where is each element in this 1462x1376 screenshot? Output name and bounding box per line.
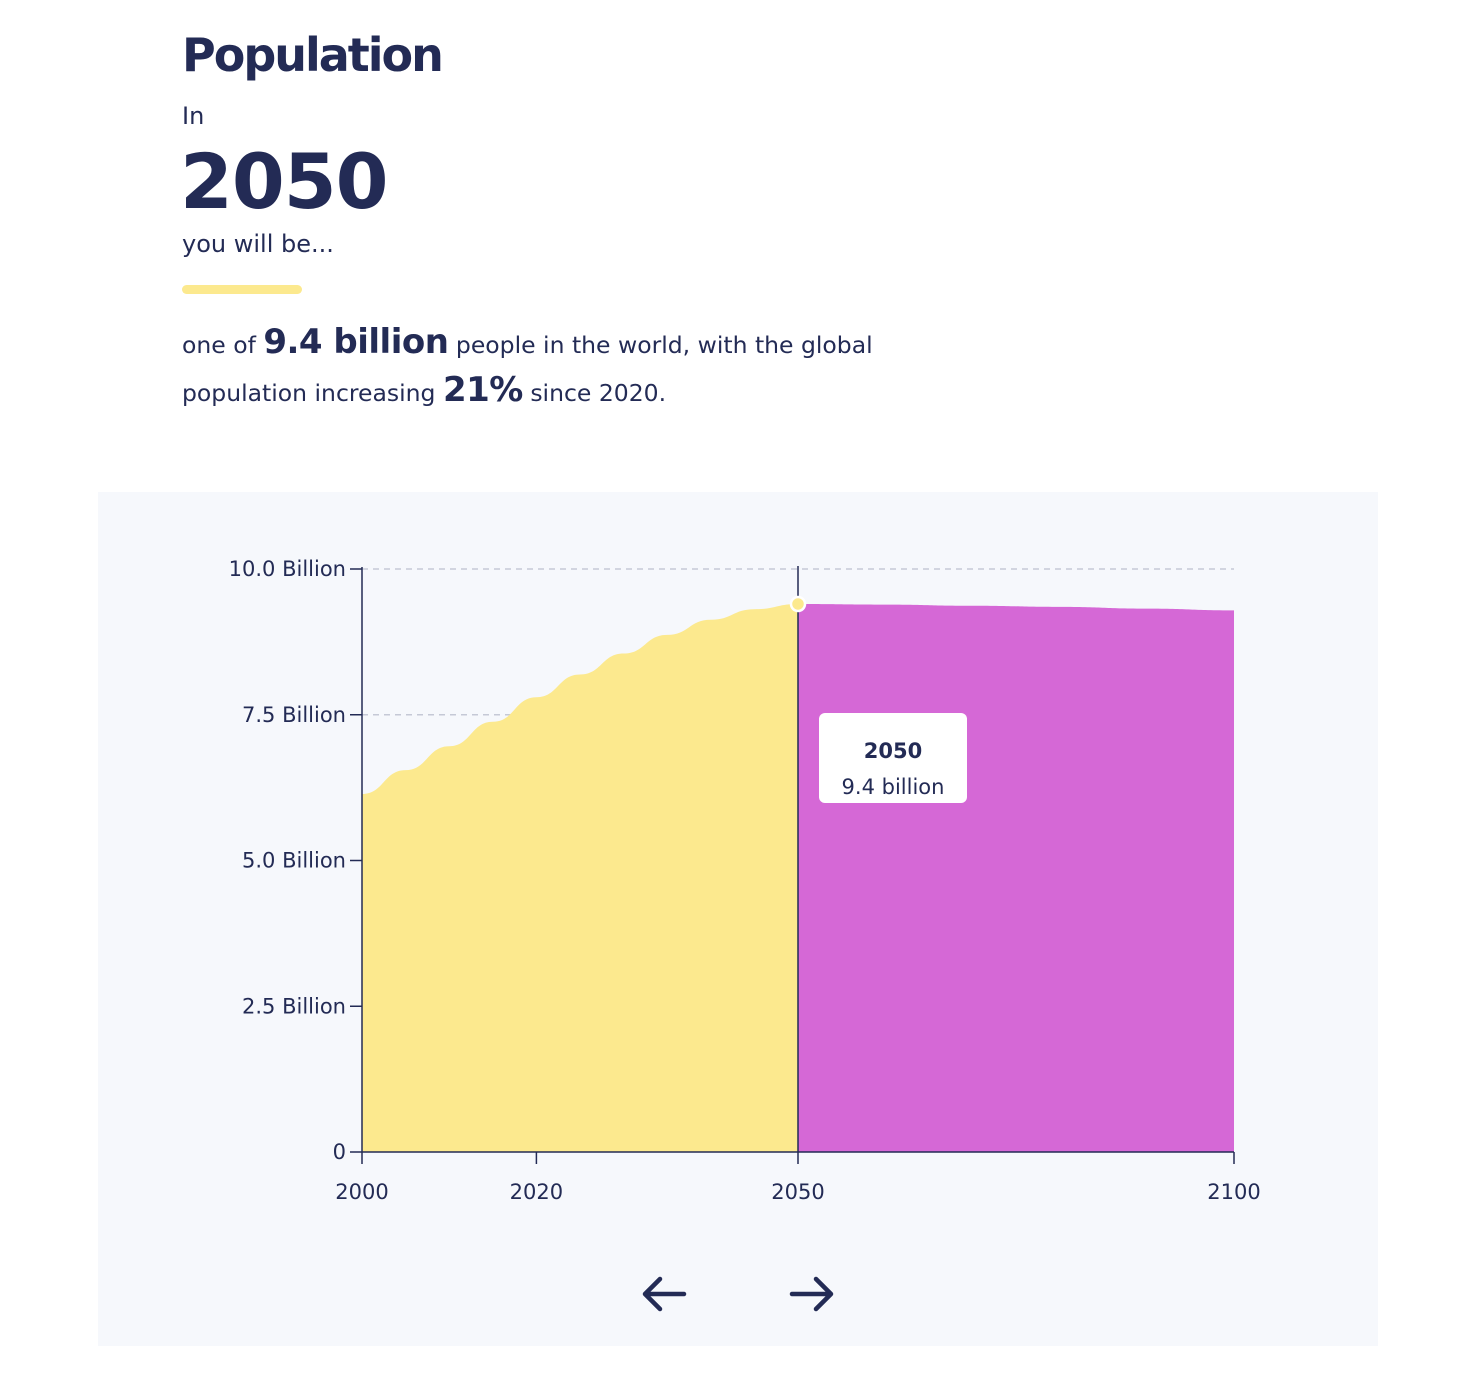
- x-tick-label: 2050: [771, 1180, 824, 1204]
- past-area: [362, 603, 798, 1152]
- chart-panel: 0 2.5 Billion 5.0 Billion 7.5 Billion 10.0 B…: [98, 492, 1378, 1346]
- page-title: Population: [182, 28, 444, 82]
- y-tick-label: 5.0 Billion: [242, 849, 346, 873]
- selection-point[interactable]: [789, 595, 807, 613]
- y-tick-label: 7.5 Billion: [242, 703, 346, 727]
- value-tooltip: 2050 9.4 billion: [819, 713, 967, 803]
- population-chart[interactable]: 0 2.5 Billion 5.0 Billion 7.5 Billion 10.0 B…: [98, 492, 1378, 1346]
- growth-figure: 21%: [442, 370, 523, 410]
- summary-sentence: one of 9.4 billion people in the world, …: [182, 320, 982, 416]
- selection-marker[interactable]: [789, 566, 807, 1152]
- accent-divider: [182, 285, 302, 294]
- projection-area: [798, 603, 1234, 1152]
- arrow-left-icon: [642, 1276, 687, 1312]
- summary-mid: people in the world, with the global pop…: [182, 331, 873, 407]
- x-tick-label: 2000: [335, 1180, 388, 1204]
- y-tick-label: 10.0 Billion: [229, 557, 346, 581]
- next-year-button[interactable]: [782, 1268, 842, 1320]
- tick-labels: 0 2.5 Billion 5.0 Billion 7.5 Billion 10.0 B…: [229, 557, 1261, 1204]
- x-tick-label: 2100: [1207, 1180, 1260, 1204]
- previous-year-button[interactable]: [634, 1268, 694, 1320]
- outro-text: you will be...: [182, 230, 334, 258]
- summary-pre: one of: [182, 331, 256, 359]
- selected-year: 2050: [180, 137, 389, 226]
- population-figure: 9.4 billion: [263, 322, 449, 362]
- tooltip-value: 9.4 billion: [841, 775, 945, 799]
- arrow-right-icon: [789, 1276, 834, 1312]
- tooltip-year: 2050: [863, 739, 923, 763]
- intro-text: In: [182, 102, 205, 130]
- y-tick-label: 2.5 Billion: [242, 994, 346, 1018]
- x-tick-label: 2020: [510, 1180, 563, 1204]
- summary-post: since 2020.: [530, 379, 667, 407]
- y-tick-label: 0: [333, 1140, 346, 1164]
